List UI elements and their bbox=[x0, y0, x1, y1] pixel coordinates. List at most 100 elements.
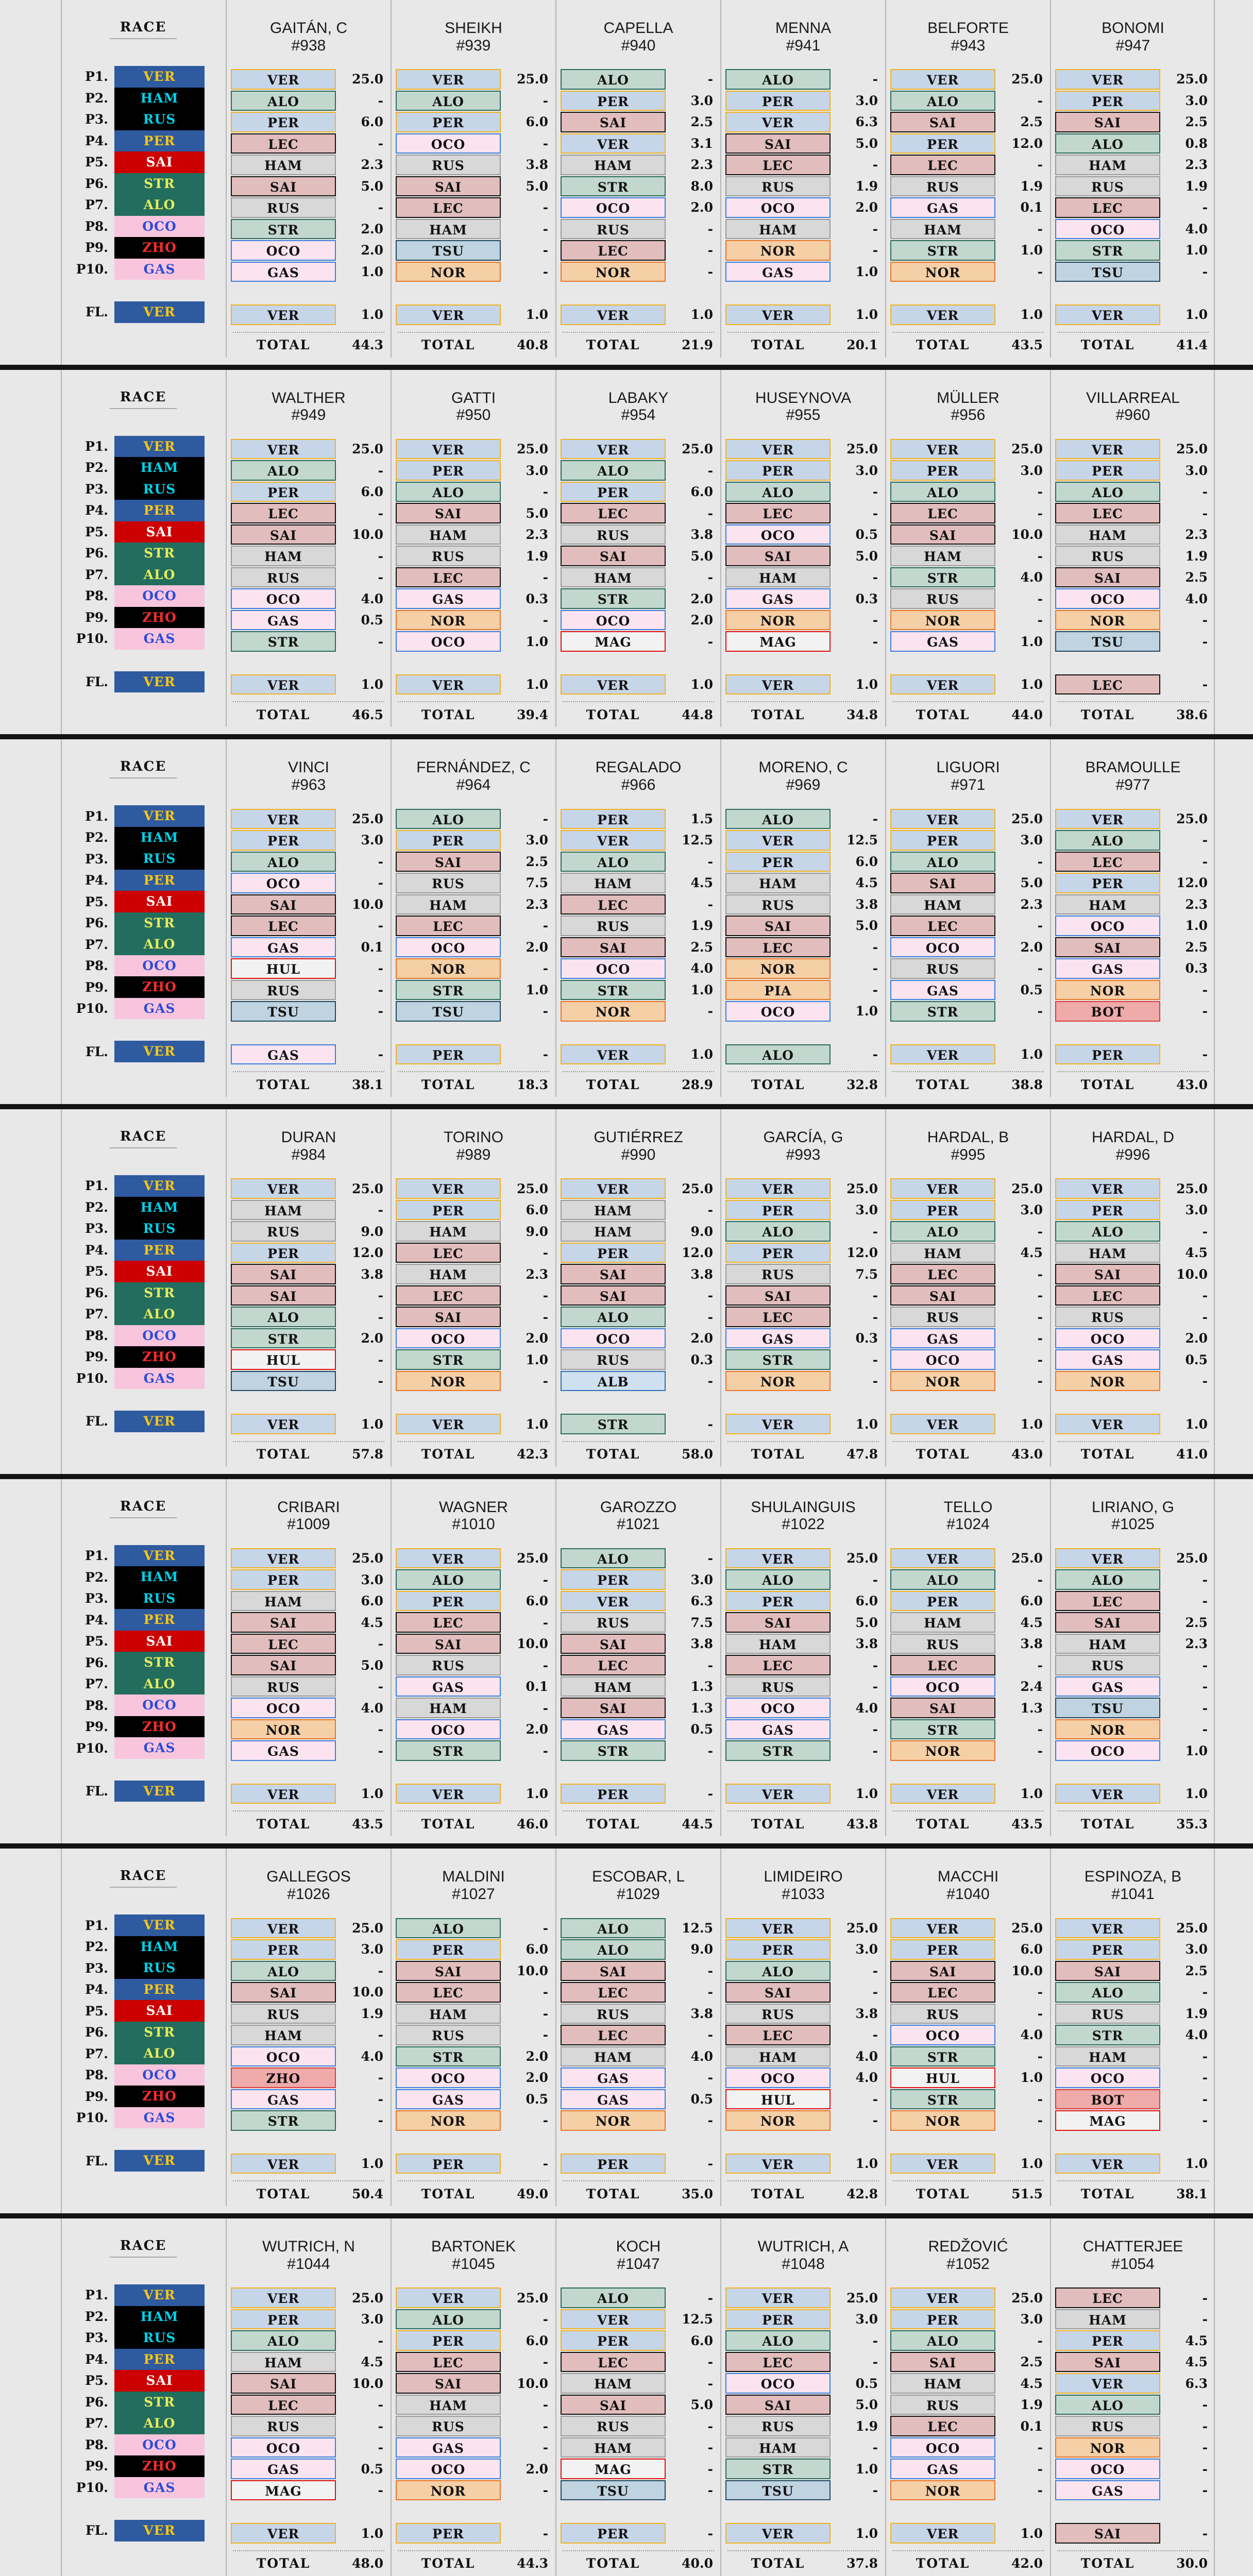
player-id: #1021 bbox=[617, 1516, 660, 1533]
player-pick-row: VER 12.5 bbox=[725, 829, 881, 851]
player-header-spacer bbox=[561, 1903, 716, 1918]
player-pick-row: SAI 5.0 bbox=[396, 176, 551, 197]
pick-driver-chip: PER bbox=[396, 460, 501, 481]
total-row: TOTAL 18.3 bbox=[396, 1072, 551, 1097]
pick-driver-chip: SAI bbox=[1055, 1960, 1160, 1981]
player-pick-row: RUS 1.9 bbox=[231, 2003, 386, 2025]
pick-points: - bbox=[707, 1202, 713, 1217]
player-pick-row: SAI 5.0 bbox=[561, 2394, 716, 2416]
player-pick-row: SAI 3.8 bbox=[561, 1263, 716, 1285]
pick-points: 0.3 bbox=[855, 1331, 878, 1346]
player-pick-row: LEC - bbox=[1055, 851, 1211, 873]
pick-driver-chip: SAI bbox=[890, 112, 995, 132]
player-pick-row: PER 6.0 bbox=[396, 111, 551, 133]
pick-points: 1.9 bbox=[690, 918, 714, 934]
position-label: P9. bbox=[85, 1719, 108, 1734]
pick-points: 0.5 bbox=[690, 1722, 714, 1737]
player-pick-row: STR 1.0 bbox=[396, 979, 551, 1001]
player-pick-row: GAS 0.5 bbox=[396, 2089, 551, 2110]
pick-points: 10.0 bbox=[352, 2376, 383, 2391]
pick-points: - bbox=[543, 2418, 548, 2434]
race-driver-chip: VER bbox=[114, 435, 205, 457]
position-label: P10. bbox=[76, 261, 108, 277]
pick-points: - bbox=[707, 1288, 713, 1303]
pick-points: 3.0 bbox=[526, 833, 549, 848]
fl-pick-chip: VER bbox=[725, 674, 831, 695]
race-driver-chip: PER bbox=[114, 2348, 205, 2370]
race-result-row: P6. STR bbox=[61, 1652, 226, 1673]
pick-points: 3.0 bbox=[1020, 833, 1043, 848]
position-label: P7. bbox=[85, 2046, 108, 2061]
pick-driver-chip: STR bbox=[890, 240, 995, 261]
pick-driver-chip: SAI bbox=[890, 1960, 995, 1981]
pick-points: - bbox=[872, 2027, 878, 2043]
player-pick-row: NOR - bbox=[1055, 609, 1211, 631]
player-fl-spacer bbox=[231, 1392, 386, 1413]
race-driver-chip: GAS bbox=[114, 997, 205, 1020]
pick-driver-chip: PER bbox=[561, 481, 666, 502]
player-pick-row: STR 1.0 bbox=[561, 979, 716, 1001]
pick-driver-chip: SAI bbox=[1055, 1612, 1160, 1633]
pick-points: - bbox=[543, 570, 548, 585]
pick-points: 25.0 bbox=[1176, 1920, 1208, 1936]
player-pick-row: OCO 4.0 bbox=[725, 1697, 881, 1719]
pick-points: 1.0 bbox=[361, 264, 384, 279]
player-fastest-lap-row: VER 1.0 bbox=[890, 1413, 1046, 1435]
player-fl-spacer bbox=[725, 2131, 881, 2153]
pick-points: 9.0 bbox=[361, 1224, 384, 1239]
player-pick-row: SAI 2.5 bbox=[1055, 567, 1211, 588]
race-result-row: P10. GAS bbox=[61, 2107, 226, 2129]
player-pick-row: GAS 0.1 bbox=[890, 197, 1046, 218]
player-fl-spacer bbox=[396, 282, 551, 304]
player-pick-row: SAI 10.0 bbox=[231, 1981, 386, 2003]
player-pick-row: SAI - bbox=[396, 1306, 551, 1328]
player-pick-row: VER 25.0 bbox=[396, 1178, 551, 1199]
fl-pick-points: 1.0 bbox=[1185, 1786, 1208, 1802]
pick-driver-chip: HUL bbox=[231, 958, 336, 979]
pick-driver-chip: ALO bbox=[890, 1569, 995, 1590]
player-pick-row: STR 1.0 bbox=[396, 1349, 551, 1370]
player-pick-row: OCO 0.5 bbox=[725, 524, 881, 546]
pick-points: 2.3 bbox=[526, 896, 549, 912]
pick-points: - bbox=[872, 243, 878, 258]
player-header-spacer bbox=[231, 1533, 386, 1548]
player-pick-row: HAM - bbox=[561, 2372, 716, 2394]
player-column: LIMIDEIRO #1033 VER 25.0 PER 3.0 ALO - SAI - RUS 3.… bbox=[720, 1849, 885, 2207]
pick-driver-chip: HAM bbox=[1055, 2309, 1160, 2330]
player-name: CAPELLA bbox=[603, 20, 673, 37]
race-driver-chip: OCO bbox=[114, 215, 205, 237]
player-pick-row: OCO 2.0 bbox=[396, 2067, 551, 2089]
pick-driver-chip: LEC bbox=[890, 1982, 995, 2003]
total-value: 44.8 bbox=[682, 707, 713, 722]
player-fl-spacer bbox=[396, 652, 551, 674]
pick-points: 1.9 bbox=[361, 2006, 384, 2021]
header-spacer bbox=[61, 409, 226, 436]
pick-points: 25.0 bbox=[1011, 811, 1043, 826]
fastest-lap-chip: VER bbox=[114, 2520, 205, 2541]
position-label: P2. bbox=[85, 90, 108, 106]
pick-points: - bbox=[1037, 1004, 1043, 1019]
pick-points: - bbox=[707, 1551, 713, 1566]
pick-driver-chip: SAI bbox=[396, 2373, 501, 2394]
pick-driver-chip: PER bbox=[561, 1242, 666, 1263]
race-result-row: P5. SAI bbox=[61, 1630, 226, 1652]
pick-driver-chip: ALO bbox=[1055, 1569, 1160, 1590]
total-value: 44.3 bbox=[517, 2556, 548, 2571]
position-label: P6. bbox=[85, 546, 108, 561]
position-label: P6. bbox=[85, 916, 108, 931]
pick-points: - bbox=[378, 982, 383, 997]
pick-driver-chip: GAS bbox=[561, 2089, 666, 2110]
player-pick-row: OCO 4.0 bbox=[1055, 218, 1211, 240]
race-result-row: P3. RUS bbox=[61, 1957, 226, 1979]
player-pick-row: BOT - bbox=[1055, 2089, 1211, 2110]
player-pick-row: GAS 0.5 bbox=[1055, 1349, 1211, 1370]
race-result-row: P1. VER bbox=[61, 1175, 226, 1197]
player-pick-row: OCO - bbox=[1055, 2067, 1211, 2089]
player-fl-spacer bbox=[231, 652, 386, 674]
race-driver-chip: SAI bbox=[114, 151, 205, 173]
player-pick-row: NOR - bbox=[396, 609, 551, 631]
total-label: TOTAL bbox=[421, 1816, 476, 1832]
race-result-row: P6. STR bbox=[61, 2021, 226, 2043]
player-pick-row: ALB - bbox=[561, 1370, 716, 1392]
pick-driver-chip: VER bbox=[1055, 1548, 1160, 1569]
